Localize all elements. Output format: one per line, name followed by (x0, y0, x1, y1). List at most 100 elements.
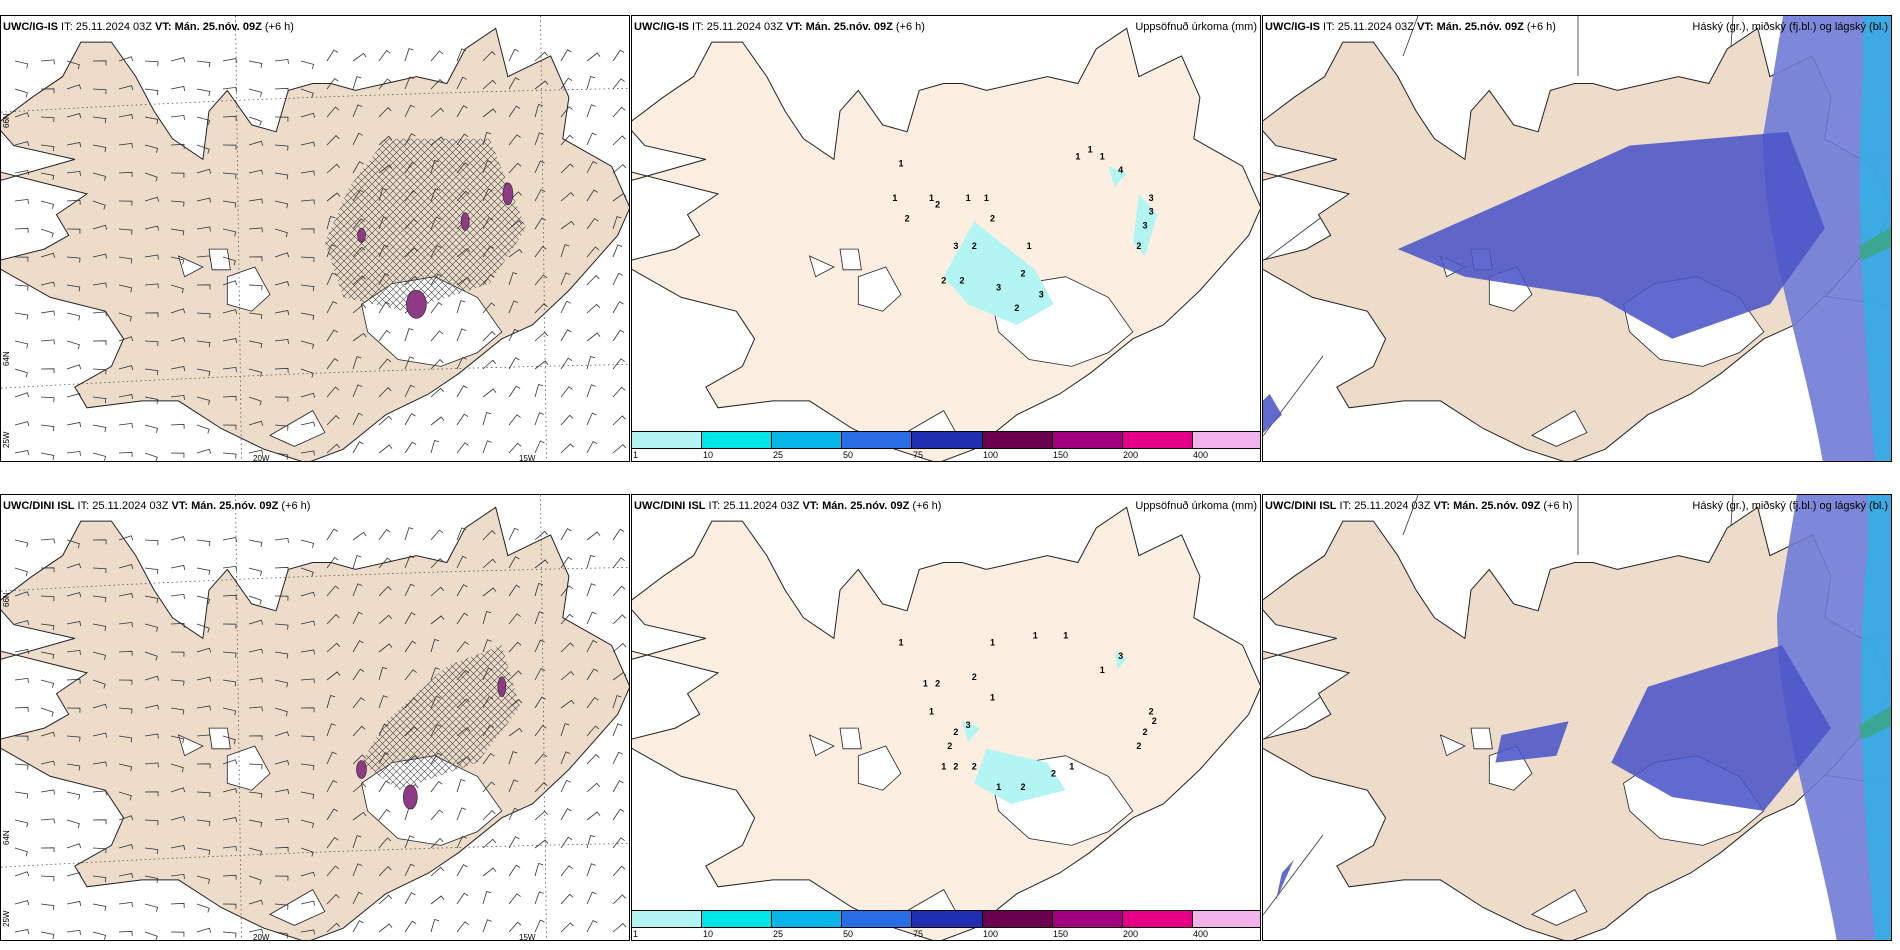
wind-barb (560, 556, 573, 569)
wind-barb (326, 415, 340, 426)
lat-lon-grid (1, 495, 629, 940)
wind-barb (14, 112, 30, 118)
precip-value-label: 1 (1100, 151, 1105, 161)
panel-title: Uppsöfnuð úrkoma (mm) (1135, 21, 1257, 33)
wind-barb (196, 424, 210, 434)
precip-value-label: 1 (984, 193, 989, 203)
wind-barb (378, 358, 392, 370)
colorbar-tick-label: 200 (1123, 450, 1139, 460)
wind-barb (404, 555, 415, 569)
wind-barb (92, 651, 107, 660)
wind-barb (326, 614, 340, 625)
wind-barb (118, 679, 133, 685)
wind-barb (222, 309, 238, 315)
wind-barb (196, 875, 211, 884)
wind-barb (222, 200, 237, 208)
wind-barb (274, 228, 288, 238)
wind-barb (248, 619, 264, 625)
wind-barb (560, 244, 570, 258)
wind-barb (326, 779, 338, 793)
wind-barb (274, 87, 289, 93)
wind-barb (352, 52, 367, 62)
wind-barb (66, 422, 82, 428)
wind-barb (456, 300, 466, 314)
wind-barb (222, 144, 237, 150)
precip-value-label: 3 (966, 720, 971, 730)
wind-barb (612, 272, 623, 286)
wind-barb (378, 894, 392, 905)
wind-barb (326, 163, 340, 174)
wind-barb (144, 733, 159, 739)
wind-barb (586, 132, 597, 146)
precip-area (943, 221, 1054, 325)
wind-barb (482, 331, 496, 342)
latitude-line (1, 567, 629, 592)
precip-value-label: 1 (1027, 241, 1032, 251)
wind-snow-map: 66N 64N 25W 20W 15W (1, 495, 629, 941)
wind-barb (430, 79, 444, 90)
colorbar-swatch (1052, 911, 1123, 927)
wind-barb (534, 160, 545, 174)
wind-barb (40, 595, 55, 602)
cloud-map (1263, 16, 1891, 461)
wind-barb (300, 141, 316, 147)
wind-barb (144, 847, 159, 855)
wind-barb (404, 920, 417, 933)
wind-barb (534, 863, 544, 877)
wind-barb (66, 707, 81, 713)
wind-barb (508, 864, 521, 877)
wind-barb (534, 360, 549, 370)
wind-barb (404, 441, 417, 454)
wind-barb (612, 723, 623, 737)
wind-barb (66, 228, 81, 234)
wind-barb (612, 358, 625, 370)
wind-barb (248, 227, 263, 233)
wind-barb (430, 558, 444, 569)
wind-barb (118, 650, 133, 656)
wind-barb (40, 847, 55, 853)
wind-barb (144, 225, 160, 231)
precip-value-label: 3 (1142, 220, 1147, 230)
lon-label-20w: 20W (253, 933, 270, 941)
model-name: UWC/IG-IS (634, 21, 689, 33)
precip-value-label: 2 (1142, 727, 1147, 737)
wind-barb (612, 585, 626, 597)
wind-barb (40, 144, 55, 152)
wind-barb (248, 763, 263, 770)
wind-barb (274, 731, 290, 737)
wind-barb (534, 810, 548, 821)
precip-value-label: 1 (898, 637, 903, 647)
wind-barb (508, 836, 520, 849)
wind-barb (534, 80, 549, 90)
colorbar-swatch (912, 432, 983, 448)
precip-area (1132, 193, 1158, 256)
wind-barb (586, 332, 601, 342)
colorbar-tick-label: 150 (1053, 450, 1069, 460)
wind-barb (222, 707, 237, 716)
wind-barb (118, 735, 133, 743)
wind-barb (534, 440, 545, 454)
wind-barb (612, 557, 625, 569)
wind-barb (248, 875, 262, 885)
lead-time: (+6 h) (261, 21, 294, 33)
wind-barb (14, 819, 29, 828)
wind-barb (352, 835, 362, 849)
wind-barb (274, 817, 289, 823)
colorbar-swatch (1192, 432, 1260, 448)
colorbar-swatch (982, 432, 1053, 448)
wind-barb (196, 312, 211, 319)
wind-barb (612, 301, 624, 314)
wind-barb (196, 847, 211, 856)
wind-barb (274, 452, 289, 460)
wind-barb (92, 732, 108, 738)
wind-barb (170, 284, 184, 294)
wind-barb (92, 144, 107, 153)
wind-barb (612, 780, 624, 793)
model-name: UWC/IG-IS (3, 21, 58, 33)
wind-barb (508, 641, 522, 653)
wind-barb (586, 160, 598, 174)
wind-barb (300, 707, 315, 713)
wind-barb (352, 863, 363, 877)
wind-barb (274, 281, 290, 287)
wind-barb (456, 892, 469, 905)
